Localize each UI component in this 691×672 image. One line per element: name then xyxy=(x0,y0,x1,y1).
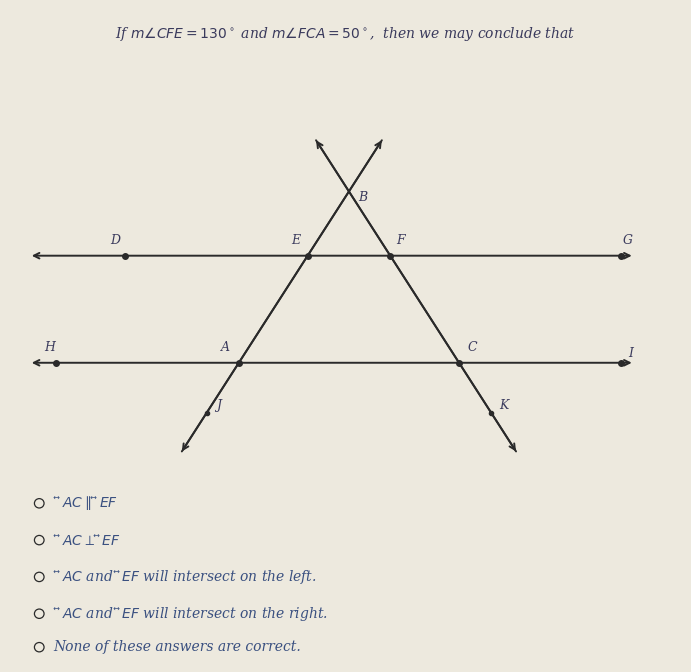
Text: F: F xyxy=(396,234,405,247)
Text: $\overleftrightarrow{AC} \perp \overleftrightarrow{EF}$: $\overleftrightarrow{AC} \perp \overleft… xyxy=(53,533,121,548)
Text: I: I xyxy=(629,347,634,360)
Text: C: C xyxy=(468,341,477,353)
Text: $\overleftrightarrow{AC} \parallel \overleftrightarrow{EF}$: $\overleftrightarrow{AC} \parallel \over… xyxy=(53,495,118,512)
Text: $\overleftrightarrow{AC}$ and $\overleftrightarrow{EF}$ will intersect on the ri: $\overleftrightarrow{AC}$ and $\overleft… xyxy=(53,605,328,623)
Text: None of these answers are correct.: None of these answers are correct. xyxy=(53,640,301,654)
Text: J: J xyxy=(216,399,222,413)
Text: A: A xyxy=(220,341,229,353)
Text: K: K xyxy=(499,399,509,413)
Text: D: D xyxy=(110,234,120,247)
Text: E: E xyxy=(291,234,300,247)
Text: H: H xyxy=(44,341,55,353)
Text: G: G xyxy=(623,234,633,247)
Text: If $m\angle CFE = 130^\circ$ and $m\angle FCA = 50^\circ$,  then we may conclude: If $m\angle CFE = 130^\circ$ and $m\angl… xyxy=(115,25,576,43)
Text: B: B xyxy=(358,192,368,204)
Text: $\overleftrightarrow{AC}$ and $\overleftrightarrow{EF}$ will intersect on the le: $\overleftrightarrow{AC}$ and $\overleft… xyxy=(53,568,316,586)
